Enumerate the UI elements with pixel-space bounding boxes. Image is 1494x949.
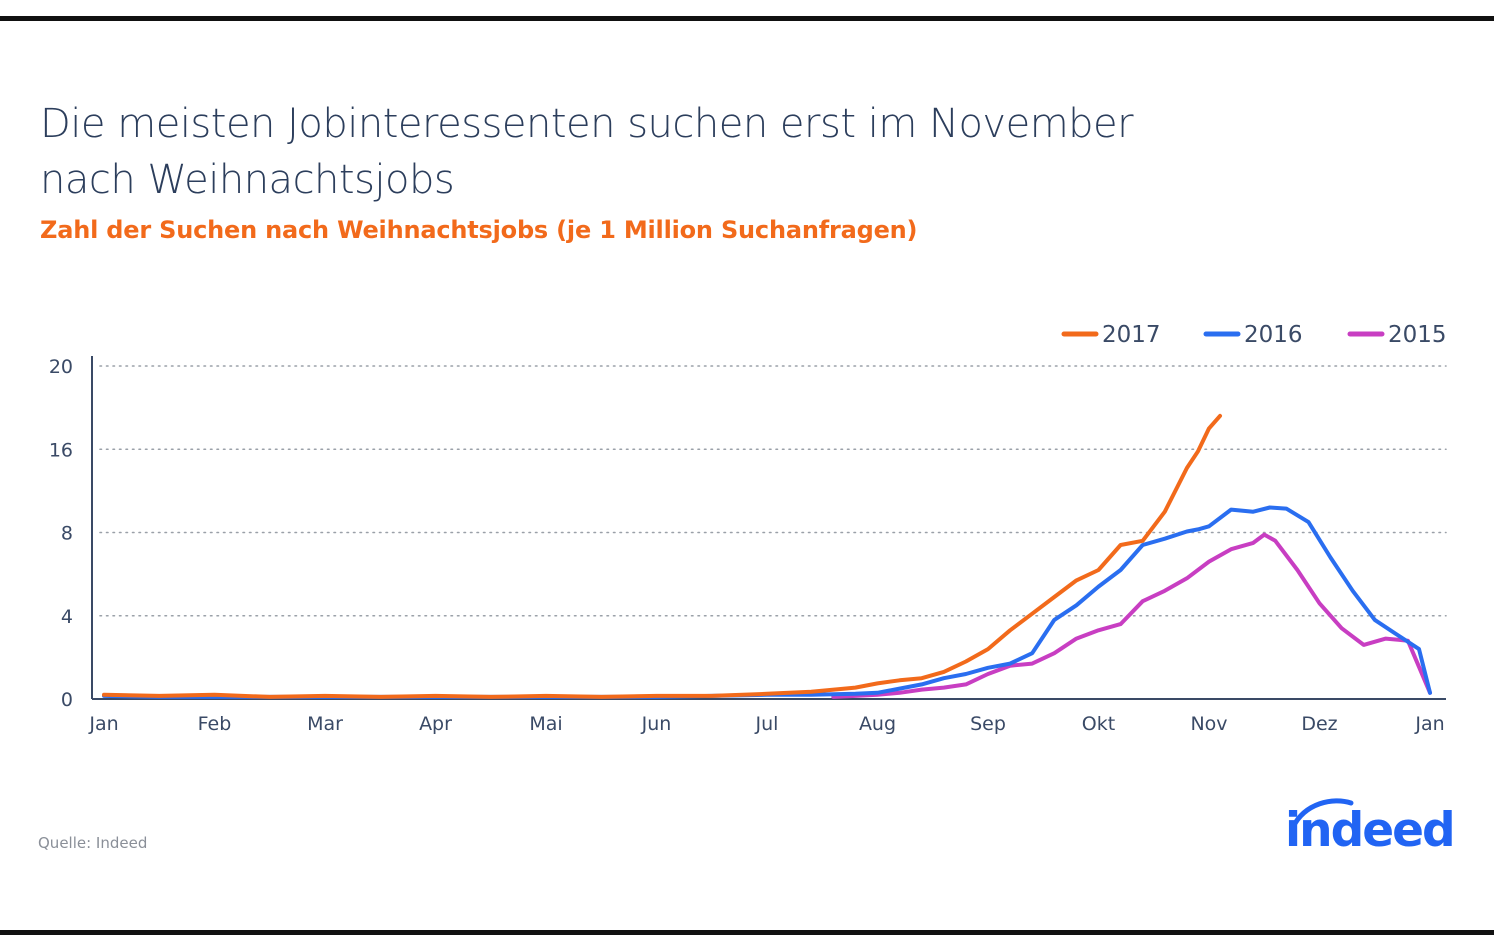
- x-tick-label: Okt: [1082, 713, 1115, 735]
- y-tick-label: 20: [49, 356, 73, 378]
- indeed-logo: indeed: [1285, 793, 1465, 863]
- logo-arc-icon: [1290, 798, 1354, 830]
- series-line-2015: [831, 532, 1432, 699]
- title-line-2: nach Weihnachtsjobs: [40, 157, 455, 203]
- x-tick-label: Jun: [641, 713, 672, 735]
- grid-lines: [99, 365, 1447, 617]
- chart-title: Die meisten Jobinteressenten suchen erst…: [40, 96, 1340, 208]
- logo-wordmark: indeed: [1285, 803, 1456, 858]
- axes: 0 4 8 16 20 Jan Feb Mar Apr Mai Jun Jul Aug Sep Okt Nov…: [49, 356, 1446, 735]
- y-tick-label: 8: [61, 523, 73, 545]
- x-tick-label: Jan: [88, 713, 118, 735]
- y-tick-label: 0: [61, 689, 73, 711]
- x-tick-label: Jul: [755, 713, 779, 735]
- top-rule: [0, 16, 1494, 21]
- series-line-2016: [102, 505, 1432, 699]
- x-tick-label: Feb: [198, 713, 232, 735]
- title-line-1: Die meisten Jobinteressenten suchen erst…: [40, 101, 1134, 147]
- legend-label-2016: 2016: [1244, 322, 1303, 348]
- line-chart: 0 4 8 16 20 Jan Feb Mar Apr Mai Jun Jul Aug Sep Okt Nov…: [49, 322, 1447, 735]
- chart-subtitle: Zahl der Suchen nach Weihnachtsjobs (je …: [40, 216, 918, 244]
- x-tick-label: Apr: [419, 713, 452, 735]
- series-line-2017: [102, 413, 1222, 699]
- legend-label-2015: 2015: [1388, 322, 1447, 348]
- chart-legend: 2017 2016 2015: [1061, 322, 1447, 348]
- x-tick-label: Mar: [307, 713, 343, 735]
- x-tick-label: Mai: [529, 713, 562, 735]
- y-tick-label: 4: [61, 606, 73, 628]
- series-lines: [102, 413, 1432, 699]
- x-tick-label: Aug: [859, 713, 896, 735]
- y-tick-label: 16: [49, 439, 73, 461]
- x-tick-label: Sep: [970, 713, 1006, 735]
- bottom-rule: [0, 930, 1494, 935]
- legend-label-2017: 2017: [1102, 322, 1161, 348]
- x-tick-label: Nov: [1190, 713, 1227, 735]
- x-tick-label: Dez: [1301, 713, 1337, 735]
- source-note: Quelle: Indeed: [38, 834, 148, 852]
- x-tick-label: Jan: [1414, 713, 1444, 735]
